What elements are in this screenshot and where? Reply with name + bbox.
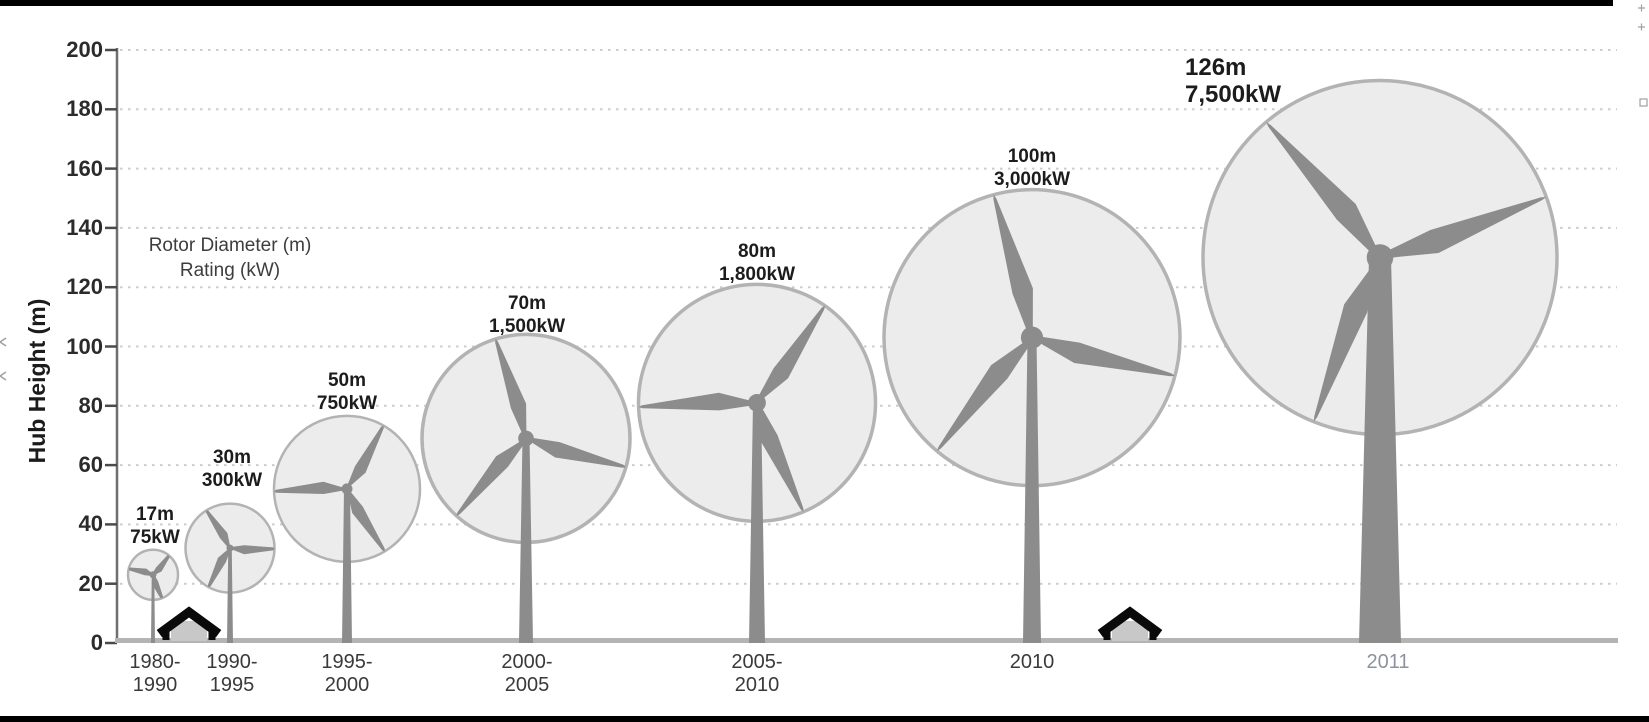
turbine-2005-2010-blade-1 [758,305,825,399]
turbine-annotation-17m: 17m 75kW [130,504,180,548]
turbine-2010-blade-3 [936,342,1029,451]
top-border-bar [0,0,1613,6]
x-axis-label-1980-1990: 1980- 1990 [129,651,181,696]
house-icon-body [171,621,207,641]
y-axis-tick-label-180: 180 [66,96,103,122]
turbine-annotation-126m: 126m 7,500kW [1185,54,1282,108]
turbine-2011-blade-2 [1388,197,1547,258]
x-axis-label-2010: 2010 [1009,651,1055,673]
turbine-1990-1995-blade-2 [232,545,275,555]
y-axis-tick-label-120: 120 [66,274,103,300]
y-axis-tick-label-140: 140 [66,214,103,240]
turbine-2011-blade-1 [1266,122,1377,252]
turbine-2011-blade-3 [1313,265,1380,422]
y-axis-tick-label-100: 100 [66,333,103,359]
bottom-border-bar [0,716,1649,722]
turbine-2005-2010-tower [749,402,765,643]
turbine-1980-1990-nacelle [149,571,157,579]
x-axis-label-2005-2010: 2005- 2010 [731,651,783,696]
y-axis-tick-label-60: 60 [78,452,103,478]
turbine-2005-2010-blade-2 [638,392,750,411]
turbine-1980-1990-tower [151,574,155,643]
y-axis-tick-label-0: 0 [90,630,103,655]
turbine-2000-2005-blade-3 [456,441,524,516]
edge-artifact [1639,98,1648,107]
turbine-annotation-100m: 100m 3,000kW [993,146,1071,190]
turbine-1990-1995-tower [227,548,233,643]
turbine-2005-2010-nacelle [748,393,766,412]
house-icon-roof [156,606,222,638]
turbine-2010-tower [1023,337,1041,643]
turbine-1980-1990-blade-1 [128,567,152,576]
y-axis-tick-label-160: 160 [66,155,103,181]
turbine-2010-blade-2 [1039,336,1175,377]
turbine-2010-nacelle [1020,326,1044,349]
y-axis-tick-label-200: 200 [66,37,103,62]
turbine-1995-2000-blade-1 [347,425,384,486]
x-axis-label-2000-2005: 2000- 2005 [501,651,553,696]
turbine-2011-nacelle [1366,244,1394,271]
legend-line-rotor-diameter: Rotor Diameter (m) [148,235,312,256]
turbine-1980-1990-blade-2 [152,555,170,575]
turbine-1995-2000-blade-2 [274,481,343,494]
turbine-2005-2010-blade-3 [757,408,804,512]
y-axis-tick-label-20: 20 [78,570,103,596]
turbine-2000-2005-blade-2 [531,437,626,468]
turbine-1990-1995-blade-3 [207,549,230,587]
turbine-1995-2000-tower [342,488,352,643]
turbine-2011-tower [1359,257,1401,643]
turbine-1995-2000-blade-3 [347,491,385,552]
house-icon-body [1112,621,1148,641]
turbine-annotation-80m: 80m 1,800kW [718,241,796,285]
x-axis-label-2011: 2011 [1366,651,1410,673]
turbine-2010-blade-1 [993,194,1033,330]
turbine-2000-2005-tower [519,438,533,643]
x-axis-label-1990-1995: 1990- 1995 [206,651,258,696]
y-axis-tick-label-40: 40 [78,511,103,537]
edge-artifact [0,371,7,381]
legend-line-rating: Rating (kW) [179,260,281,281]
y-axis-tick-label-80: 80 [78,392,103,418]
x-axis-label-1995-2000: 1995- 2000 [321,651,373,696]
edge-artifact [1638,4,1645,31]
house-icon-roof [1097,606,1163,638]
turbine-annotation-30m: 30m 300kW [201,447,263,491]
turbine-1990-1995-nacelle [226,544,234,552]
turbine-1990-1995-blade-1 [205,510,230,547]
edge-artifact [0,337,7,347]
turbine-1980-1990-blade-3 [151,575,164,599]
turbine-annotation-70m: 70m 1,500kW [488,293,566,337]
turbine-1995-2000-nacelle [341,483,353,495]
turbine-2000-2005-nacelle [518,430,534,447]
turbine-2000-2005-blade-1 [495,339,527,434]
rotor-legend-note: Rotor Diameter (m) Rating (kW) [100,233,360,283]
turbine-annotation-50m: 50m 750kW [316,370,378,414]
